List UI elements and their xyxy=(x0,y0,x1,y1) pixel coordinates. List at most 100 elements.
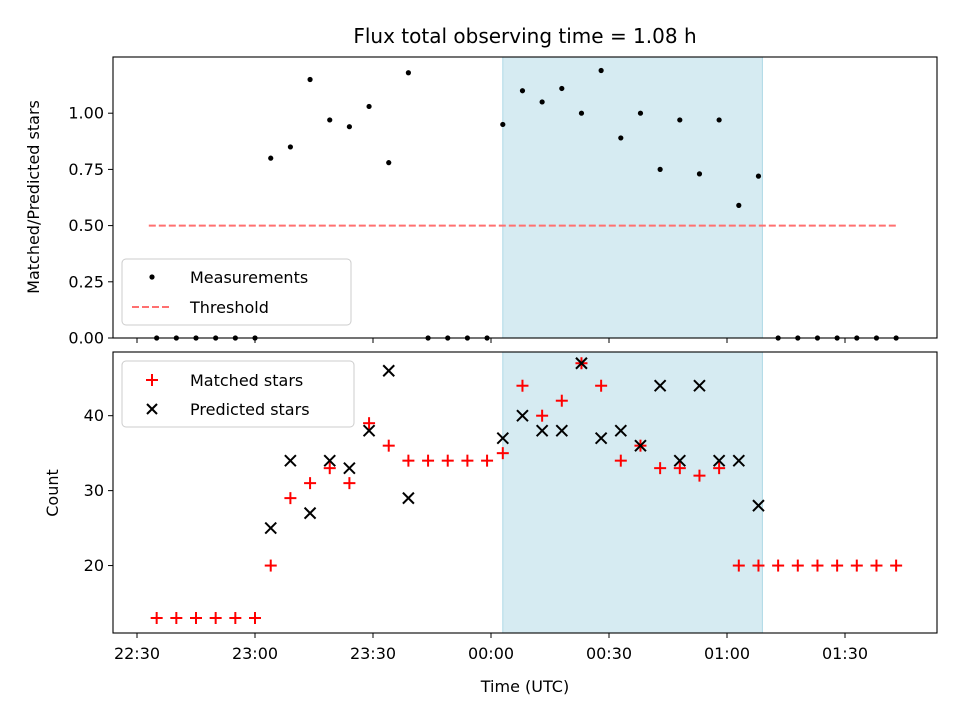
bottom-panel: 20 30 40 22:30 23:00 23:30 00:00 00:30 01:00 01:3… xyxy=(43,351,938,696)
legend-measurements-label: Measurements xyxy=(190,268,308,287)
bottom-legend-box xyxy=(121,360,355,428)
matched-stars-point xyxy=(343,477,356,490)
measurement-point xyxy=(519,88,526,94)
x-tick-label: 00:30 xyxy=(586,644,632,663)
top-highlight-band xyxy=(502,57,763,338)
x-mark-b xyxy=(343,461,356,475)
predicted-stars-point xyxy=(653,379,667,392)
predicted-stars-point xyxy=(343,461,356,475)
matched-stars-point xyxy=(461,454,474,467)
matched-stars-point xyxy=(890,559,903,572)
top-legend-box xyxy=(121,258,352,326)
x-mark-b xyxy=(323,454,336,467)
x-mark-b xyxy=(634,439,647,452)
measurement-point xyxy=(736,202,742,208)
y-tick-label: 0.75 xyxy=(68,160,104,179)
matched-stars-point xyxy=(363,417,376,430)
predicted-stars-point xyxy=(634,439,647,452)
x-mark-b xyxy=(712,454,726,467)
measurement-point xyxy=(287,144,293,150)
bottom-data-marks xyxy=(150,357,903,625)
measurement-point xyxy=(346,124,352,130)
matched-stars-point xyxy=(284,492,297,505)
measurement-point xyxy=(307,76,313,83)
highlight-band-fill xyxy=(502,57,763,338)
predicted-stars-point xyxy=(284,454,297,467)
predicted-stars-point xyxy=(323,454,336,467)
matched-stars-point xyxy=(190,612,202,625)
measurement-point xyxy=(677,117,683,123)
x-axis-label: Time (UTC) xyxy=(480,677,569,696)
predicted-stars-point xyxy=(264,521,277,535)
matched-stars-point xyxy=(811,559,824,572)
bottom-y-axis-label: Count xyxy=(43,469,62,517)
x-mark-b xyxy=(575,357,588,370)
matched-stars-point xyxy=(304,477,317,490)
matched-stars-point xyxy=(516,379,529,392)
predicted-stars-point xyxy=(693,379,706,392)
predicted-stars-point xyxy=(752,499,765,512)
predicted-stars-point xyxy=(516,409,529,422)
bottom-axes: 20 30 40 22:30 23:00 23:30 00:00 00:30 01:00 01:3… xyxy=(84,351,938,663)
predicted-stars-point xyxy=(362,424,376,437)
legend-matched-label: Matched stars xyxy=(190,371,303,390)
legend-threshold-label: Threshold xyxy=(189,298,269,317)
y-tick-label: 1.00 xyxy=(68,104,104,123)
y-tick-label: 0.00 xyxy=(68,329,104,348)
predicted-stars-point xyxy=(712,454,726,467)
matched-stars-point xyxy=(382,439,395,452)
chart-title: Flux total observing time = 1.08 h xyxy=(353,24,696,48)
measurement-point xyxy=(657,166,663,172)
matched-stars-point xyxy=(481,454,494,467)
measurement-point xyxy=(366,103,372,110)
matched-stars-point xyxy=(555,394,568,407)
legend-matched-marker xyxy=(146,374,158,386)
y-tick-label: 0.25 xyxy=(68,272,104,291)
matched-stars-point xyxy=(170,612,183,625)
highlight-band-fill xyxy=(502,352,763,633)
top-axes: 0.00 0.25 0.50 0.75 1.00 xyxy=(68,56,938,348)
matched-stars-point xyxy=(850,559,863,572)
axes-frame xyxy=(112,351,938,634)
x-mark-b xyxy=(535,424,549,437)
predicted-stars-point xyxy=(303,506,317,520)
matched-stars-point xyxy=(229,612,242,625)
predicted-stars-point xyxy=(575,357,588,370)
x-mark-b xyxy=(382,364,395,377)
y-tick-label: 30 xyxy=(84,481,104,500)
matched-stars-point xyxy=(654,462,667,475)
predicted-stars-point xyxy=(535,424,549,437)
measurement-point xyxy=(500,121,506,128)
matched-stars-point xyxy=(693,469,706,482)
bottom-legend: Matched stars Predicted stars xyxy=(121,360,355,428)
matched-stars-point xyxy=(402,454,415,467)
measurement-point xyxy=(618,135,624,141)
x-mark-b xyxy=(496,431,510,445)
x-mark-b xyxy=(732,454,746,467)
x-tick-label: 23:30 xyxy=(350,644,396,663)
y-tick-label: 20 xyxy=(84,556,104,575)
predicted-stars-point xyxy=(732,454,746,467)
y-tick-label: 40 xyxy=(84,406,104,425)
x-mark-b xyxy=(673,454,687,467)
measurement-point xyxy=(386,160,392,166)
measurement-point xyxy=(755,173,762,179)
x-mark-b xyxy=(653,379,667,392)
axes-frame xyxy=(112,56,938,339)
x-tick-label: 00:00 xyxy=(468,644,514,663)
x-mark-b xyxy=(516,409,529,422)
matched-stars-point xyxy=(752,559,765,572)
measurement-point xyxy=(559,85,565,92)
matched-stars-point xyxy=(536,409,549,422)
x-mark-b xyxy=(594,431,608,445)
matched-stars-point xyxy=(791,559,804,572)
matched-stars-point xyxy=(772,559,785,572)
measurement-point xyxy=(327,117,333,123)
y-tick-label: 0.50 xyxy=(68,216,104,235)
matched-stars-point xyxy=(249,612,261,625)
measurement-point xyxy=(696,171,703,177)
x-mark-b xyxy=(264,521,277,535)
measurement-point xyxy=(268,155,274,161)
